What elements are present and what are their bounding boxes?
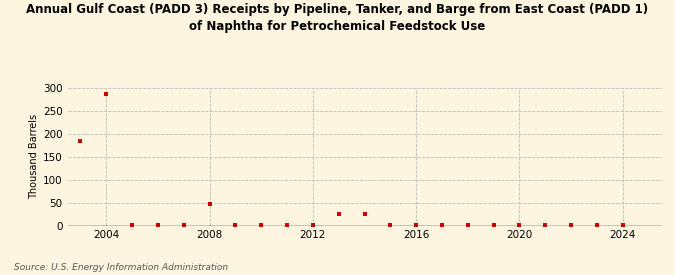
Point	[307, 222, 318, 227]
Point	[101, 91, 111, 96]
Point	[153, 222, 163, 227]
Text: Source: U.S. Energy Information Administration: Source: U.S. Energy Information Administ…	[14, 263, 227, 272]
Point	[488, 222, 499, 227]
Point	[411, 222, 422, 227]
Point	[127, 222, 138, 227]
Point	[462, 222, 473, 227]
Y-axis label: Thousand Barrels: Thousand Barrels	[29, 114, 38, 199]
Point	[281, 222, 292, 227]
Point	[256, 222, 267, 227]
Point	[75, 139, 86, 143]
Point	[514, 222, 525, 227]
Point	[178, 222, 189, 227]
Text: Annual Gulf Coast (PADD 3) Receipts by Pipeline, Tanker, and Barge from East Coa: Annual Gulf Coast (PADD 3) Receipts by P…	[26, 3, 649, 33]
Point	[230, 222, 241, 227]
Point	[359, 212, 370, 216]
Point	[591, 222, 602, 227]
Point	[437, 222, 448, 227]
Point	[540, 222, 551, 227]
Point	[385, 222, 396, 227]
Point	[618, 222, 628, 227]
Point	[204, 201, 215, 206]
Point	[333, 212, 344, 216]
Point	[566, 222, 576, 227]
